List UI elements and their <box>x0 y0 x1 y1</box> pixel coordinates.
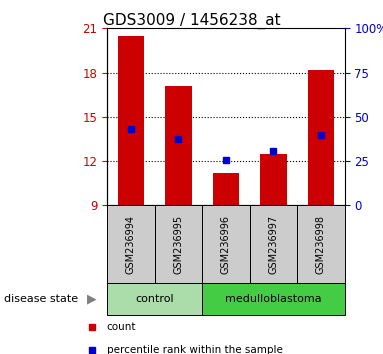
Text: GSM236995: GSM236995 <box>173 215 183 274</box>
Text: GDS3009 / 1456238_at: GDS3009 / 1456238_at <box>103 12 280 29</box>
Bar <box>107 205 155 283</box>
Bar <box>165 86 192 205</box>
Text: ▶: ▶ <box>87 293 97 306</box>
Bar <box>202 283 345 315</box>
Bar <box>250 205 297 283</box>
Text: disease state: disease state <box>4 294 78 304</box>
Text: GSM236996: GSM236996 <box>221 215 231 274</box>
Text: GSM236997: GSM236997 <box>268 215 278 274</box>
Bar <box>155 205 202 283</box>
Text: control: control <box>136 294 174 304</box>
Bar <box>118 36 144 205</box>
Bar <box>297 205 345 283</box>
Bar <box>202 205 250 283</box>
Bar <box>260 154 286 205</box>
Text: count: count <box>107 322 136 332</box>
Text: medulloblastoma: medulloblastoma <box>225 294 322 304</box>
Bar <box>308 70 334 205</box>
Text: GSM236994: GSM236994 <box>126 215 136 274</box>
Text: GSM236998: GSM236998 <box>316 215 326 274</box>
Text: percentile rank within the sample: percentile rank within the sample <box>107 346 283 354</box>
Bar <box>107 283 202 315</box>
Bar <box>213 173 239 205</box>
